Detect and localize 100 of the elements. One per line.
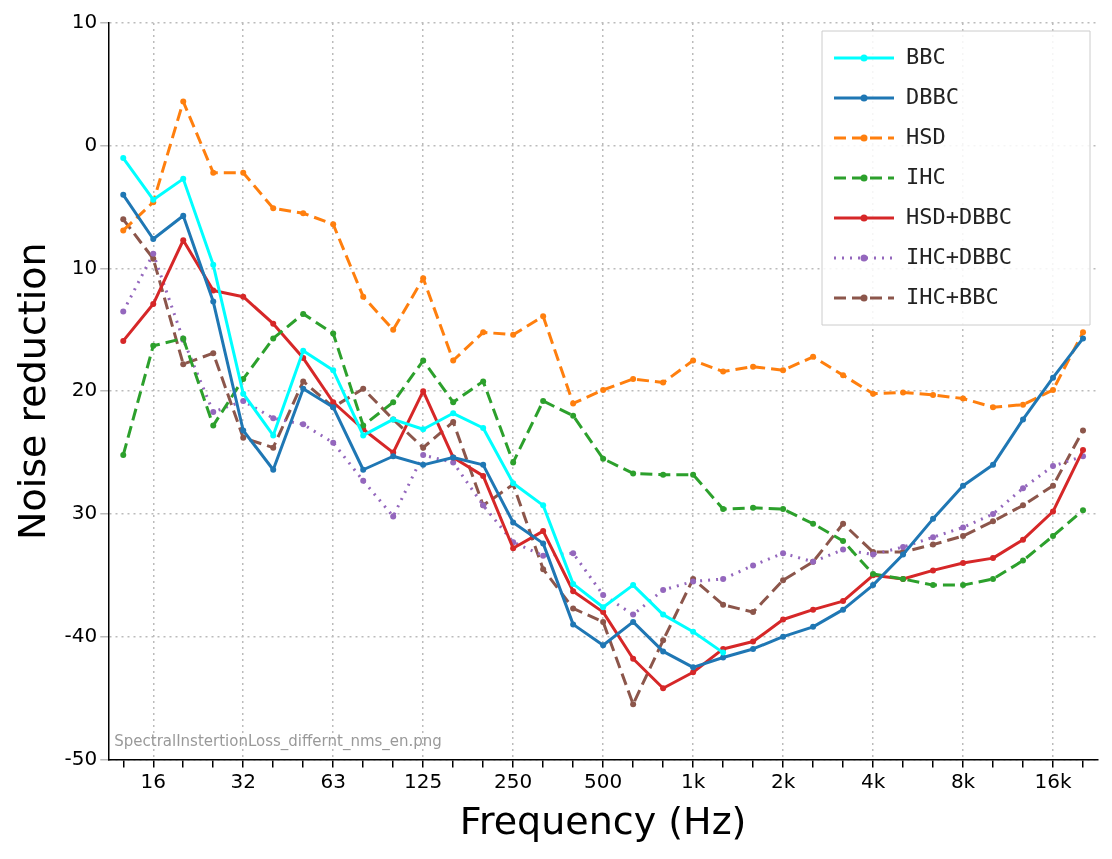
point [240,390,247,397]
point [660,611,667,618]
point [780,577,787,584]
point [600,609,607,616]
point [480,425,487,432]
point [1050,508,1057,515]
y-tick-label: 10 [71,9,98,34]
point [690,669,697,676]
point [660,471,667,478]
legend-label: HSD+DBBC [906,203,1012,229]
point [600,386,607,393]
point [1080,507,1086,514]
point [300,421,307,428]
point [330,367,337,374]
point [630,611,637,618]
legend-label: IHC+BBC [906,283,999,309]
point [120,452,127,459]
point [600,604,607,611]
point [840,520,847,527]
point [810,623,817,630]
point [390,399,397,406]
point [270,466,277,473]
point [780,506,787,513]
point [540,552,547,559]
x-tick-label: 2k [770,768,796,793]
point [930,515,937,522]
x-tick-label: 32 [230,768,256,793]
point [840,598,847,605]
point [630,701,637,708]
y-tick-label: 0 [84,131,98,156]
point [840,372,847,379]
legend-label: IHC+DBBC [906,243,1012,269]
point [1050,533,1057,540]
point [570,412,577,419]
point [1050,386,1057,393]
point [270,205,277,212]
x-axis-title: Frequency (Hz) [459,799,747,844]
point [540,502,547,509]
point [210,261,217,268]
x-tick-label: 63 [320,768,346,793]
point [540,313,547,320]
point [420,444,427,451]
point [150,250,157,257]
point [240,293,247,300]
point [810,353,817,360]
point [510,459,517,466]
point [630,375,637,382]
point [690,471,697,478]
point [330,330,337,337]
point [270,444,277,451]
point [780,616,787,623]
point [990,461,997,468]
point [240,169,247,176]
point [660,648,667,655]
point [600,618,607,625]
point [720,649,727,656]
point [450,399,457,406]
x-tick-label: 16k [1034,768,1072,793]
point [150,236,157,243]
x-tick-label: 250 [494,768,533,793]
point [330,399,337,406]
point [750,562,757,569]
point [840,546,847,553]
point [120,227,127,234]
y-axis-title: Noise reduction [9,242,54,540]
point [360,432,367,439]
point [300,210,307,217]
point [600,455,607,462]
x-tick-label: 125 [404,768,443,793]
point [630,582,637,589]
point [570,588,577,595]
annotation: SpectralInstertionLoss_differnt_nms_en.png [114,731,442,751]
legend-label: DBBC [906,83,959,109]
point [450,357,457,364]
point [180,98,187,105]
point [420,426,427,433]
point [540,398,547,405]
legend-label: BBC [906,43,946,69]
point [960,533,967,540]
point [930,534,937,541]
point [240,427,247,434]
point [360,293,367,300]
point [240,398,247,405]
point [660,379,667,386]
point [1080,447,1086,454]
point [600,642,607,649]
point [480,472,487,479]
point [120,155,127,162]
point [480,461,487,468]
point [570,621,577,628]
point [480,329,487,336]
point [780,633,787,640]
point [180,361,187,368]
point [930,391,937,398]
point [210,409,217,416]
point [210,350,217,357]
point [660,637,667,644]
y-tick-label: 10 [71,254,98,279]
point [660,587,667,594]
x-tick-label: 1k [680,768,706,793]
